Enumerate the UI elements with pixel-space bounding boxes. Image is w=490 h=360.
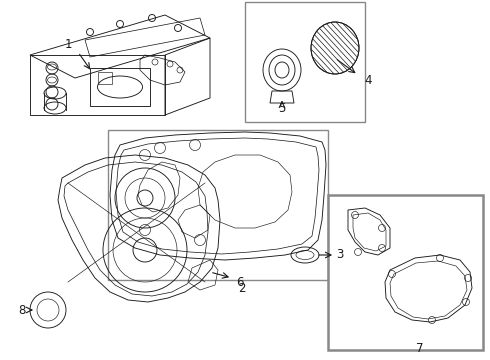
Text: 3: 3	[336, 248, 343, 261]
Text: 4: 4	[364, 73, 372, 86]
Text: 2: 2	[238, 282, 246, 294]
Text: 5: 5	[278, 102, 286, 114]
Bar	[328, 195, 483, 350]
Text: 8: 8	[18, 303, 25, 316]
Bar	[108, 130, 328, 280]
Bar	[90, 68, 150, 106]
Text: 7: 7	[416, 342, 424, 355]
Text: 1: 1	[64, 37, 72, 50]
Bar	[98, 72, 112, 84]
Bar	[245, 2, 365, 122]
Text: 6: 6	[236, 275, 244, 288]
